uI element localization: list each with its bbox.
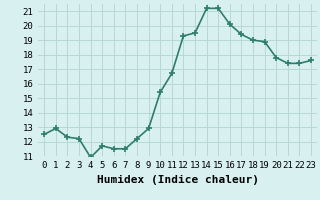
- X-axis label: Humidex (Indice chaleur): Humidex (Indice chaleur): [97, 175, 259, 185]
